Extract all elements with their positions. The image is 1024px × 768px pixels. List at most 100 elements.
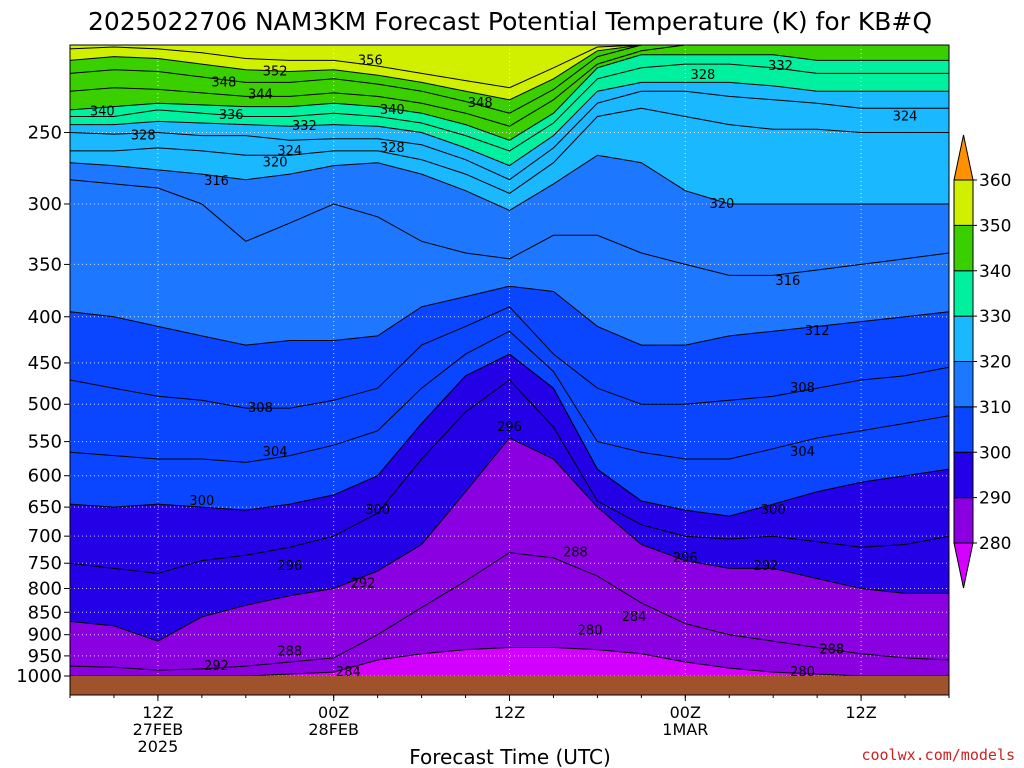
- y-tick-label: 750: [28, 553, 62, 574]
- y-tick-label: 800: [28, 579, 62, 600]
- y-tick-label: 1000: [16, 666, 62, 687]
- isentrope-288: [69, 552, 950, 671]
- colorbar: 280 290 300 310 320 330 340 350 360: [953, 134, 1011, 589]
- colorbar-band: [953, 497, 974, 544]
- y-tick-label: 300: [28, 194, 62, 215]
- colorbar-label: 280: [979, 534, 1011, 554]
- contour-label: 308: [248, 401, 273, 416]
- contour-label: 288: [563, 546, 588, 561]
- x-tick-label: 1MAR: [662, 720, 708, 739]
- contour-label: 300: [189, 494, 214, 509]
- y-tick-label: 850: [28, 602, 62, 623]
- colorbar-band: [953, 179, 974, 226]
- contour-label: 316: [204, 174, 229, 189]
- colorbar-label: 330: [979, 307, 1011, 327]
- colorbar-band: [953, 361, 974, 408]
- colorbar-label: 320: [979, 353, 1011, 373]
- colorbar-label: 300: [979, 443, 1011, 463]
- x-tick-label: 12Z: [845, 703, 876, 722]
- contour-label: 348: [211, 75, 236, 90]
- y-tick-label: 700: [28, 526, 62, 547]
- colorbar-label: 360: [979, 171, 1011, 191]
- band-fill-356: [70, 45, 949, 88]
- contour-label: 344: [248, 88, 273, 103]
- contour-label: 340: [90, 105, 115, 120]
- contour-label: 340: [380, 103, 405, 118]
- contour-label: 328: [380, 141, 405, 156]
- isentrope-320: [69, 154, 949, 211]
- contour-label: 284: [622, 610, 647, 625]
- colorbar-label: 340: [979, 262, 1011, 282]
- chart-title: 2025022706 NAM3KM Forecast Potential Tem…: [88, 7, 932, 36]
- contour-label: 332: [768, 59, 793, 74]
- contour-label: 324: [277, 144, 302, 159]
- colorbar-band: [953, 270, 974, 317]
- colorbar-label: 350: [979, 216, 1011, 236]
- isentrope-324: [70, 107, 949, 194]
- contour-label: 280: [578, 623, 603, 638]
- x-axis-title: Forecast Time (UTC): [409, 745, 611, 768]
- contour-label: 296: [673, 551, 698, 566]
- isentrope-296: [69, 379, 950, 575]
- colorbar-label: 310: [979, 398, 1011, 418]
- x-tick-label: 00Z: [318, 703, 349, 722]
- contour-label: 348: [468, 96, 493, 111]
- x-tick-label: 12Z: [494, 703, 525, 722]
- isentrope-292: [69, 437, 949, 642]
- contour-label: 332: [292, 119, 317, 134]
- y-tick-label: 250: [28, 122, 62, 143]
- credit-text: coolwx.com/models: [861, 746, 1015, 764]
- contour-label: 356: [358, 53, 383, 68]
- colorbar-bottom-arrow: [953, 542, 974, 589]
- colorbar-band: [953, 451, 974, 499]
- y-tick-label: 600: [28, 466, 62, 487]
- contour-label: 288: [819, 643, 844, 658]
- contour-label: 304: [263, 445, 288, 460]
- y-tick-label: 500: [28, 394, 62, 415]
- contour-label: 308: [790, 381, 815, 396]
- contour-label: 320: [263, 156, 288, 171]
- isentrope-312: [69, 285, 950, 346]
- y-tick-label: 400: [28, 307, 62, 328]
- contour-label: 328: [690, 68, 715, 83]
- contour-label: 284: [336, 665, 361, 680]
- x-tick-label: 2025: [138, 737, 179, 756]
- contour-label: 324: [893, 109, 918, 124]
- isentrope-332: [70, 81, 949, 167]
- x-tick-label: 12Z: [142, 703, 173, 722]
- colorbar-band: [953, 315, 974, 362]
- plot-contours: [69, 44, 950, 677]
- y-tick-label: 650: [28, 497, 62, 518]
- ground-surface: [70, 676, 949, 695]
- colorbar-band: [953, 406, 974, 453]
- contour-label: 300: [761, 503, 786, 518]
- colorbar-band: [953, 224, 974, 272]
- contour-label: 296: [497, 420, 522, 435]
- contour-label: 336: [219, 108, 244, 123]
- contour-label: 312: [805, 324, 830, 339]
- x-tick-label: 00Z: [670, 703, 701, 722]
- isentrope-336: [70, 63, 949, 152]
- isentrope-308: [69, 306, 950, 409]
- y-tick-label: 450: [28, 353, 62, 374]
- contour-label: 320: [710, 197, 735, 212]
- x-tick-label: 28FEB: [308, 720, 359, 739]
- x-tick-label: 27FEB: [133, 720, 184, 739]
- colorbar-label: 290: [979, 489, 1011, 509]
- isentrope-316: [69, 179, 950, 276]
- colorbar-top-arrow: [953, 134, 974, 181]
- contour-label: 300: [365, 503, 390, 518]
- y-tick-label: 350: [28, 254, 62, 275]
- contour-label: 316: [775, 274, 800, 289]
- plot-ground: [70, 676, 949, 695]
- contour-label: 328: [131, 129, 156, 144]
- contour-label: 292: [753, 559, 778, 574]
- y-tick-label: 550: [28, 432, 62, 453]
- contour-label: 288: [277, 645, 302, 660]
- y-tick-label: 950: [28, 646, 62, 667]
- contour-label: 304: [790, 445, 815, 460]
- contour-label: 352: [263, 65, 288, 80]
- contour-label: 292: [204, 659, 229, 674]
